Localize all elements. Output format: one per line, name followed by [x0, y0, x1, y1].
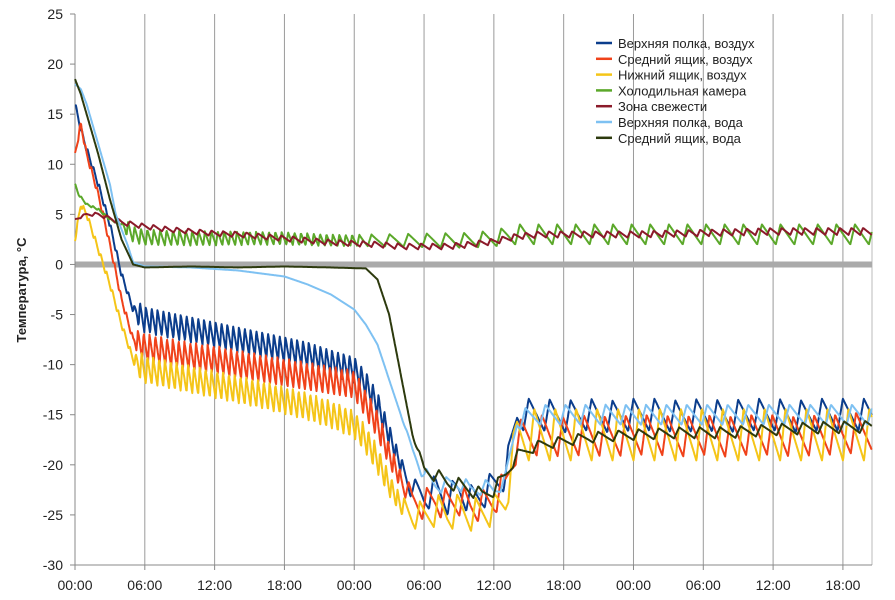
y-axis-label: Температура, °C — [14, 237, 29, 343]
x-tick-label: 06:00 — [686, 577, 721, 593]
series-line — [74, 183, 873, 249]
x-tick-label: 06:00 — [127, 577, 162, 593]
y-tick-label: -15 — [43, 407, 63, 423]
y-tick-label: 0 — [55, 256, 63, 272]
legend-label: Нижний ящик, воздух — [618, 68, 747, 83]
legend-label: Средний ящик, воздух — [618, 52, 753, 67]
x-tick-label: 18:00 — [546, 577, 581, 593]
y-tick-label: -25 — [43, 507, 63, 523]
x-tick-label: 12:00 — [756, 577, 791, 593]
y-tick-label: -5 — [51, 307, 64, 323]
y-tick-label: 25 — [47, 6, 63, 22]
grid — [75, 14, 873, 565]
y-tick-label: -10 — [43, 357, 63, 373]
series-line — [74, 104, 873, 516]
x-tick-label: 12:00 — [476, 577, 511, 593]
legend-label: Средний ящик, вода — [618, 131, 742, 146]
series-line — [74, 122, 873, 522]
x-tick-label: 12:00 — [197, 577, 232, 593]
y-axis: 25 20 15 10 5 0 -5 -10 -15 -20 -25 -30 — [43, 6, 76, 573]
y-tick-label: 10 — [47, 156, 63, 172]
y-tick-label: -20 — [43, 457, 63, 473]
x-tick-label: 00:00 — [57, 577, 92, 593]
series-line — [74, 204, 873, 532]
x-tick-label: 00:00 — [337, 577, 372, 593]
x-tick-label: 18:00 — [825, 577, 860, 593]
series-line — [74, 78, 873, 499]
x-tick-label: 00:00 — [616, 577, 651, 593]
y-tick-label: 15 — [47, 106, 63, 122]
legend-label: Верхняя полка, воздух — [618, 36, 755, 51]
series-group — [74, 78, 873, 532]
legend-label: Зона свежести — [618, 99, 707, 114]
x-tick-label: 06:00 — [407, 577, 442, 593]
y-tick-label: -30 — [43, 557, 63, 573]
series-line — [74, 211, 873, 251]
legend-label: Холодильная камера — [618, 83, 747, 98]
y-tick-label: 5 — [55, 206, 63, 222]
x-tick-label: 18:00 — [267, 577, 302, 593]
y-tick-label: 20 — [47, 56, 63, 72]
legend-label: Верхняя полка, вода — [618, 115, 744, 130]
x-axis: 00:00 06:00 12:00 18:00 00:00 06:00 12:00 18:00… — [57, 564, 872, 593]
series-line — [74, 83, 873, 496]
